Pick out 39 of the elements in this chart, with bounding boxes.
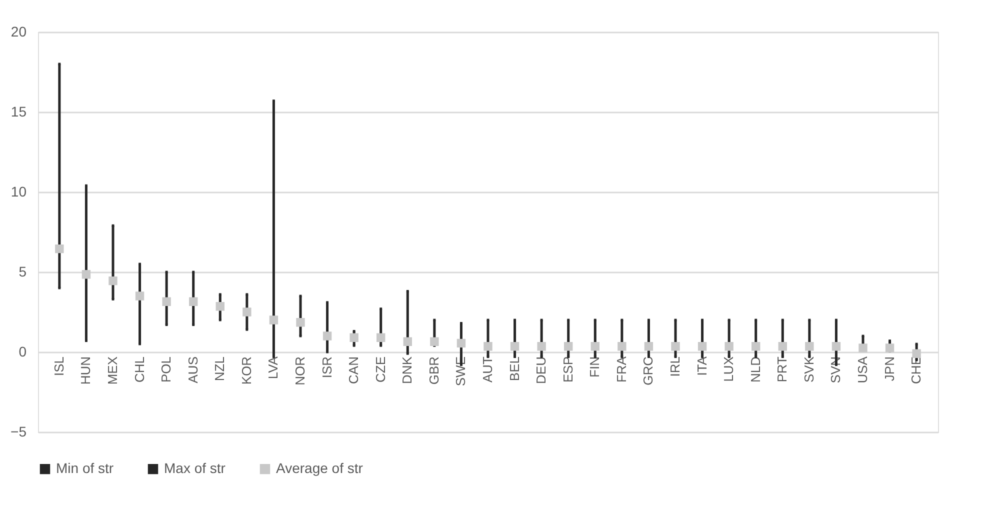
x-tick-label: USA <box>855 356 870 384</box>
legend-label: Average of str <box>276 460 364 476</box>
x-tick-label: LVA <box>266 356 281 380</box>
x-tick-label: PRT <box>774 356 790 382</box>
x-tick-label: CHL <box>132 356 147 383</box>
x-tick-label: MEX <box>105 356 120 385</box>
x-tick-label: CAN <box>346 356 362 384</box>
x-tick-label: FIN <box>587 356 602 378</box>
x-tick-label: GRC <box>640 356 656 386</box>
legend-label: Min of str <box>56 460 114 476</box>
x-tick-label: BEL <box>506 356 522 382</box>
y-tick-label: 10 <box>10 184 27 200</box>
y-tick-label: 0 <box>18 344 27 360</box>
x-tick-label: GBR <box>426 356 442 385</box>
x-tick-label: DNK <box>400 356 415 384</box>
x-tick-label: POL <box>158 356 174 383</box>
x-tick-label: IRL <box>668 356 682 377</box>
x-tick-label: HUN <box>78 356 94 385</box>
x-tick-label: NOR <box>292 356 308 386</box>
x-tick-label: ITA <box>694 356 710 376</box>
x-tick-label: AUT <box>480 356 495 382</box>
y-tick-label: −5 <box>10 424 27 440</box>
x-tick-label: ISR <box>319 356 334 378</box>
x-tick-label: SVK <box>801 356 816 383</box>
y-tick-label: 15 <box>10 104 27 120</box>
x-tick-label: ISL <box>51 356 66 376</box>
x-tick-label: KOR <box>238 356 254 385</box>
x-tick-label: JPN <box>882 356 897 382</box>
x-tick-label: DEU <box>534 356 549 384</box>
x-tick-label: NLD <box>748 356 763 383</box>
x-tick-label: FRA <box>614 356 629 382</box>
y-tick-label: 20 <box>10 24 27 40</box>
x-tick-label: CZE <box>372 356 388 382</box>
y-tick-label: 5 <box>18 264 27 280</box>
x-tick-label: NZL <box>212 356 228 382</box>
x-tick-label: ESP <box>560 356 576 383</box>
legend-label: Max of str <box>164 460 226 476</box>
x-tick-label: AUS <box>185 356 200 384</box>
x-tick-label: LUX <box>721 356 736 382</box>
